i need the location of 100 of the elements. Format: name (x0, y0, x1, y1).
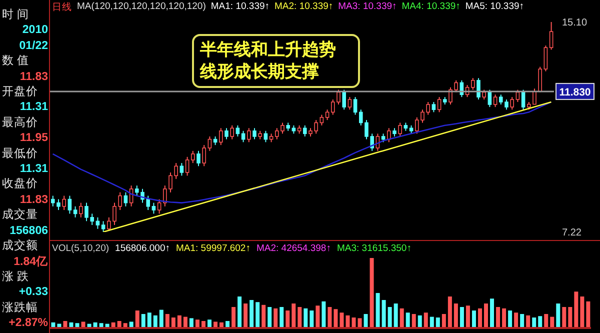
bar (322, 301, 326, 328)
bar (472, 310, 476, 328)
bar (388, 307, 392, 328)
bar (268, 307, 272, 328)
candlestick (202, 144, 206, 167)
candlestick (236, 124, 240, 137)
text: 156806 (8, 224, 48, 239)
text: MA3: 10.339↑ (338, 1, 397, 14)
bar (580, 296, 584, 328)
bar (478, 308, 482, 328)
ref-line-label: 11.830 (559, 86, 591, 98)
candlestick (157, 198, 162, 214)
text: 11.95 (18, 131, 48, 146)
bar (412, 314, 416, 328)
bar (490, 298, 494, 328)
chart-title: VOL(5,10,20) (52, 243, 110, 254)
candlestick (208, 136, 212, 152)
bar (292, 304, 296, 328)
bar (436, 318, 440, 328)
bar (159, 310, 164, 328)
candlestick (224, 128, 228, 140)
bar (153, 315, 158, 328)
candlestick (68, 195, 72, 214)
bar (370, 258, 374, 328)
candlestick (230, 124, 234, 140)
text: 11.83 (18, 192, 48, 208)
candlestick (79, 202, 83, 218)
bar (232, 307, 236, 328)
bar (376, 293, 380, 328)
text: MA3: 31615.350↑ (336, 243, 412, 254)
bar (532, 318, 536, 328)
bar (586, 301, 590, 328)
bar (316, 306, 320, 328)
candlestick (398, 122, 402, 137)
bar (568, 307, 572, 328)
bar (442, 314, 446, 328)
text: MA1: 10.339↑ (210, 1, 270, 14)
candlestick (432, 102, 436, 113)
candlestick (196, 150, 200, 167)
text: MA1: 59997.602↑ (176, 243, 250, 254)
candlestick (516, 89, 520, 102)
text: 2010 (21, 23, 48, 38)
text: MA(120,120,120,120,120,120) (77, 1, 206, 14)
bar (244, 304, 248, 328)
text: MA2: 10.339↑ (274, 1, 334, 14)
chart-title: 日线 (52, 1, 72, 14)
candlestick (488, 89, 492, 108)
bar (256, 302, 260, 328)
candlestick (101, 220, 106, 232)
candlestick (544, 45, 548, 72)
bar (250, 300, 254, 328)
bar (556, 304, 560, 328)
bar (364, 314, 368, 328)
bar (394, 304, 398, 328)
text: 1.84亿 (12, 254, 48, 270)
bar (382, 300, 386, 328)
candlestick (510, 96, 514, 110)
bar (352, 318, 356, 328)
bar (274, 308, 278, 328)
bar (238, 296, 242, 328)
y-tick-label: 15.10 (562, 18, 588, 29)
text: 时 间 (1, 8, 30, 23)
candlestick (325, 109, 330, 121)
text: 数 值 (1, 54, 30, 70)
candlestick (482, 89, 486, 100)
bar (171, 318, 176, 328)
bar (304, 308, 308, 328)
text: 成交量 (1, 208, 39, 224)
candlestick (353, 96, 358, 116)
text: 涨 跌 (1, 270, 30, 285)
candlestick (180, 162, 184, 176)
candlestick (471, 78, 475, 90)
bar (514, 312, 518, 328)
bar (538, 316, 542, 328)
text: +0.33 (18, 285, 48, 300)
bar (526, 315, 530, 328)
bar (310, 310, 314, 328)
candlestick (96, 216, 100, 230)
candlestick (62, 195, 66, 211)
text: 收盘价 (1, 177, 39, 192)
text: 涨跌幅 (1, 300, 39, 316)
bar (328, 307, 332, 328)
bar (177, 315, 182, 328)
text: 最高价 (1, 116, 39, 131)
text: MA4: 10.339↑ (402, 1, 460, 14)
annotation: 半年线和上升趋势线形成长期支撑 (192, 34, 360, 88)
bar (508, 310, 512, 328)
bar (544, 314, 548, 328)
text: 11.31 (18, 100, 48, 116)
candlestick (303, 124, 307, 137)
bar (406, 312, 410, 328)
candlestick (152, 202, 156, 214)
bar (418, 315, 422, 328)
bar (520, 314, 524, 328)
y-tick-label: 7.22 (562, 228, 582, 239)
candlestick (476, 78, 480, 100)
candlestick (252, 128, 256, 140)
text: 最低价 (1, 146, 39, 162)
bar (147, 312, 152, 328)
bar (502, 308, 506, 328)
